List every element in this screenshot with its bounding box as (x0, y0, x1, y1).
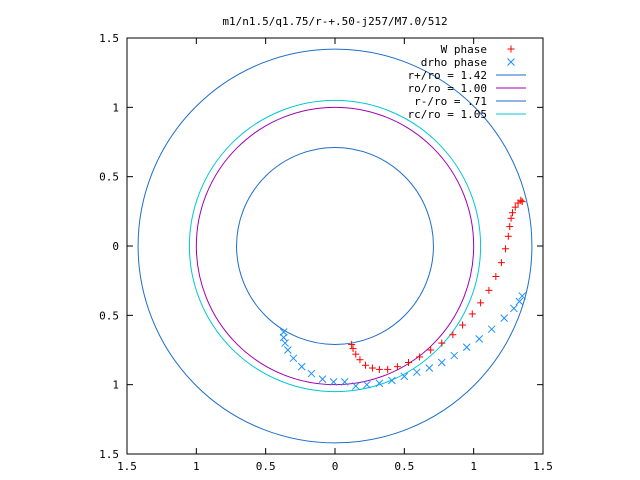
legend-marker (507, 58, 515, 66)
w-phase-point (507, 214, 515, 222)
y-tick-label: 1.5 (99, 448, 119, 461)
legend-label: W phase (441, 43, 487, 56)
w-phase-point (416, 353, 424, 361)
y-tick-label: 1 (112, 101, 119, 114)
drho-phase-point (283, 346, 292, 354)
w-phase-point (518, 198, 526, 206)
drho-phase-point (363, 380, 371, 389)
y-tick-label: 1.5 (99, 32, 119, 45)
drho-phase-point (412, 368, 421, 377)
y-tick-label: 0.5 (99, 171, 119, 184)
drho-phase-point (462, 343, 471, 352)
drho-phase-point (387, 376, 396, 385)
w-phase-point (508, 209, 516, 217)
circle-r-1.42 (137, 48, 533, 444)
w-phase-point (468, 310, 476, 318)
w-phase-point (449, 331, 457, 339)
drho-phase-point (437, 358, 446, 367)
legend-label: rc/ro = 1.05 (408, 108, 487, 121)
w-phase-point (438, 339, 446, 347)
w-phase-point (459, 321, 467, 329)
w-phase-point (502, 245, 510, 253)
w-phase-point (427, 346, 435, 354)
data-markers (279, 196, 527, 390)
x-tick-label: 1 (470, 460, 477, 473)
w-phase-point (517, 196, 525, 204)
x-tick-label: 0.5 (256, 460, 276, 473)
drho-phase-point (279, 328, 288, 336)
drho-phase-point (297, 362, 306, 371)
drho-phase-point (425, 364, 434, 372)
y-tick-label: 0 (112, 240, 119, 253)
w-phase-point (477, 299, 485, 307)
drho-phase-point (510, 304, 518, 313)
legend-label: ro/ro = 1.00 (408, 82, 487, 95)
circle-r-0.71 (236, 147, 434, 345)
x-tick-label: 0.5 (394, 460, 414, 473)
drho-phase-point (375, 379, 384, 388)
w-phase-point (492, 273, 500, 281)
legend-label: r-/ro = .71 (414, 95, 487, 108)
w-phase-point (356, 356, 364, 364)
circle-r-1.05 (188, 99, 482, 393)
drho-phase-point (318, 375, 327, 383)
drho-phase-point (281, 339, 289, 347)
x-tick-label: 0 (332, 460, 339, 473)
drho-phase-point (515, 297, 524, 306)
w-phase-point (404, 358, 412, 366)
w-phase-point (348, 340, 356, 348)
y-tick-label: 1 (112, 379, 119, 392)
w-phase-point (375, 365, 383, 373)
w-phase-point (393, 363, 401, 371)
drho-phase-point (279, 333, 288, 342)
w-phase-point (384, 365, 392, 373)
drho-phase-point (329, 378, 338, 386)
w-phase-point (349, 345, 357, 353)
legend-label: drho phase (421, 56, 487, 69)
w-phase-point (511, 203, 519, 211)
legend-marker (507, 45, 515, 53)
w-phase-point (352, 350, 360, 358)
w-phase-point (362, 361, 370, 369)
y-tick-label: 0.5 (99, 309, 119, 322)
drho-phase-point (487, 325, 496, 334)
drho-phase-point (400, 372, 409, 381)
drho-phase-point (307, 369, 316, 378)
chart-title: m1/n1.5/q1.75/r-+.50-j257/M7.0/512 (222, 15, 447, 28)
reference-circles (137, 48, 533, 444)
drho-phase-point (475, 335, 484, 343)
axis-ticks: 1.5 1 0.5 0 0.5 1 1.51.510.500.511.5 (99, 32, 553, 473)
w-phase-point (485, 286, 493, 294)
drho-phase-point (500, 314, 509, 322)
w-phase-point (506, 223, 514, 231)
x-tick-label: 1.5 (533, 460, 553, 473)
w-phase-point (368, 364, 376, 372)
drho-phase-point (518, 292, 527, 300)
x-tick-label: 1 (193, 460, 200, 473)
w-phase-point (504, 232, 512, 240)
circle-r-1 (195, 106, 475, 386)
drho-phase-point (351, 382, 360, 390)
legend-label: r+/ro = 1.42 (408, 69, 487, 82)
drho-phase-point (340, 378, 349, 386)
drho-phase-point (289, 354, 298, 363)
drho-phase-point (450, 351, 459, 360)
x-tick-label: 1.5 (117, 460, 137, 473)
w-phase-point (497, 259, 505, 267)
